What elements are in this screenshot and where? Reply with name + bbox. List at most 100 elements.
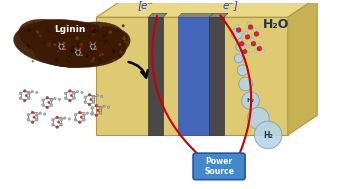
- Circle shape: [77, 42, 81, 46]
- Circle shape: [253, 28, 256, 31]
- Polygon shape: [209, 17, 224, 135]
- Circle shape: [247, 53, 250, 56]
- Circle shape: [103, 105, 105, 108]
- Circle shape: [75, 52, 76, 53]
- Circle shape: [54, 97, 56, 100]
- Circle shape: [76, 50, 78, 51]
- Ellipse shape: [14, 20, 126, 68]
- Circle shape: [46, 106, 49, 109]
- Circle shape: [99, 107, 102, 109]
- Circle shape: [85, 25, 88, 27]
- Circle shape: [234, 31, 236, 34]
- Circle shape: [71, 45, 75, 49]
- FancyArrowPatch shape: [220, 15, 251, 153]
- Circle shape: [94, 48, 95, 49]
- Circle shape: [81, 54, 82, 55]
- Circle shape: [92, 101, 95, 104]
- Text: H₂: H₂: [246, 98, 255, 103]
- Circle shape: [259, 35, 262, 38]
- Circle shape: [83, 118, 85, 121]
- Circle shape: [251, 35, 254, 38]
- Circle shape: [95, 42, 96, 43]
- Circle shape: [234, 54, 243, 63]
- Circle shape: [48, 101, 50, 104]
- Circle shape: [44, 113, 46, 115]
- Circle shape: [84, 101, 87, 104]
- Circle shape: [68, 99, 71, 102]
- Circle shape: [79, 54, 80, 55]
- Circle shape: [62, 48, 64, 49]
- Circle shape: [254, 50, 257, 53]
- Circle shape: [105, 24, 107, 26]
- Circle shape: [99, 112, 102, 114]
- Circle shape: [231, 29, 242, 39]
- Circle shape: [88, 93, 91, 96]
- Circle shape: [68, 118, 70, 120]
- Circle shape: [27, 113, 30, 116]
- Circle shape: [42, 104, 45, 106]
- Circle shape: [242, 92, 259, 109]
- Circle shape: [90, 46, 91, 47]
- Circle shape: [31, 121, 34, 124]
- Circle shape: [68, 89, 71, 92]
- Circle shape: [37, 31, 39, 34]
- Text: Power
Source: Power Source: [204, 157, 234, 176]
- Circle shape: [84, 96, 87, 99]
- Circle shape: [96, 48, 97, 49]
- Circle shape: [34, 31, 37, 34]
- Circle shape: [73, 97, 75, 100]
- Circle shape: [76, 54, 78, 55]
- Circle shape: [60, 118, 63, 121]
- Circle shape: [56, 116, 58, 119]
- Circle shape: [236, 28, 241, 32]
- Circle shape: [68, 55, 71, 58]
- Circle shape: [31, 90, 34, 93]
- Polygon shape: [96, 17, 288, 135]
- Circle shape: [112, 50, 115, 53]
- Polygon shape: [148, 13, 167, 17]
- Ellipse shape: [19, 19, 95, 60]
- Circle shape: [251, 41, 256, 46]
- Text: H₂O: H₂O: [263, 18, 289, 31]
- Circle shape: [70, 25, 72, 27]
- Circle shape: [248, 108, 269, 129]
- Circle shape: [32, 60, 34, 62]
- Circle shape: [91, 28, 94, 32]
- Circle shape: [47, 30, 50, 33]
- Circle shape: [86, 112, 89, 114]
- Circle shape: [251, 38, 254, 41]
- Circle shape: [99, 24, 103, 28]
- Circle shape: [36, 91, 38, 94]
- Circle shape: [94, 58, 96, 61]
- Polygon shape: [96, 0, 317, 17]
- Circle shape: [124, 41, 127, 43]
- Circle shape: [108, 30, 112, 34]
- Circle shape: [90, 113, 93, 115]
- FancyBboxPatch shape: [193, 153, 245, 180]
- Circle shape: [52, 41, 56, 45]
- Circle shape: [67, 26, 69, 29]
- Circle shape: [248, 25, 253, 29]
- Circle shape: [86, 55, 89, 57]
- Text: e⁻]: e⁻]: [222, 0, 238, 10]
- Circle shape: [73, 92, 75, 95]
- Polygon shape: [178, 13, 213, 17]
- Circle shape: [248, 45, 251, 48]
- Text: H₂: H₂: [263, 131, 273, 139]
- Circle shape: [79, 50, 80, 51]
- Polygon shape: [288, 0, 317, 135]
- FancyArrowPatch shape: [152, 16, 198, 154]
- Circle shape: [64, 117, 66, 119]
- Circle shape: [19, 92, 22, 95]
- Circle shape: [88, 103, 91, 106]
- Circle shape: [92, 33, 96, 37]
- Circle shape: [96, 94, 99, 97]
- Circle shape: [58, 42, 60, 43]
- Circle shape: [99, 54, 101, 57]
- Circle shape: [95, 114, 98, 117]
- Circle shape: [239, 53, 242, 56]
- Circle shape: [28, 97, 30, 100]
- Circle shape: [237, 65, 248, 76]
- Circle shape: [39, 34, 42, 38]
- Circle shape: [78, 121, 81, 124]
